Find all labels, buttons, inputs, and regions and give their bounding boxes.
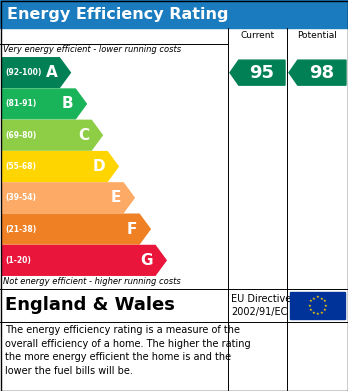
Bar <box>0 0 348 28</box>
Text: 98: 98 <box>309 64 334 82</box>
Polygon shape <box>2 58 70 88</box>
Text: (39-54): (39-54) <box>5 193 36 202</box>
Polygon shape <box>230 60 285 85</box>
Text: ★: ★ <box>323 308 326 312</box>
Text: ★: ★ <box>311 296 315 301</box>
Text: ★: ★ <box>316 312 319 316</box>
Text: ★: ★ <box>311 310 315 314</box>
Text: C: C <box>78 128 89 143</box>
Text: England & Wales: England & Wales <box>5 296 175 314</box>
Text: D: D <box>93 159 105 174</box>
Text: EU Directive
2002/91/EC: EU Directive 2002/91/EC <box>231 294 291 317</box>
Text: ★: ★ <box>308 303 311 307</box>
Text: Not energy efficient - higher running costs: Not energy efficient - higher running co… <box>3 277 181 286</box>
Text: ★: ★ <box>323 300 326 303</box>
Text: The energy efficiency rating is a measure of the
overall efficiency of a home. T: The energy efficiency rating is a measur… <box>5 325 251 376</box>
Polygon shape <box>2 183 134 213</box>
Polygon shape <box>2 120 102 150</box>
Text: Current: Current <box>240 32 275 41</box>
Text: ★: ★ <box>324 303 327 307</box>
Text: G: G <box>141 253 153 268</box>
Polygon shape <box>2 214 150 244</box>
Text: Potential: Potential <box>298 32 338 41</box>
Polygon shape <box>2 89 86 119</box>
Text: ★: ★ <box>320 310 323 314</box>
Text: B: B <box>62 97 73 111</box>
Text: (92-100): (92-100) <box>5 68 41 77</box>
Text: (21-38): (21-38) <box>5 224 36 233</box>
Text: E: E <box>111 190 121 205</box>
Text: (69-80): (69-80) <box>5 131 36 140</box>
Bar <box>290 292 345 319</box>
Text: 95: 95 <box>250 64 274 82</box>
Polygon shape <box>2 152 118 181</box>
Text: ★: ★ <box>316 295 319 300</box>
Text: ★: ★ <box>309 308 313 312</box>
Text: (55-68): (55-68) <box>5 162 36 171</box>
Polygon shape <box>289 60 346 85</box>
Text: Very energy efficient - lower running costs: Very energy efficient - lower running co… <box>3 45 181 54</box>
Text: F: F <box>127 222 137 237</box>
Text: ★: ★ <box>320 296 323 301</box>
Text: (1-20): (1-20) <box>5 256 31 265</box>
Text: (81-91): (81-91) <box>5 99 36 108</box>
Text: A: A <box>46 65 57 80</box>
Polygon shape <box>2 246 166 275</box>
Text: Energy Efficiency Rating: Energy Efficiency Rating <box>7 7 229 22</box>
Text: ★: ★ <box>309 300 313 303</box>
